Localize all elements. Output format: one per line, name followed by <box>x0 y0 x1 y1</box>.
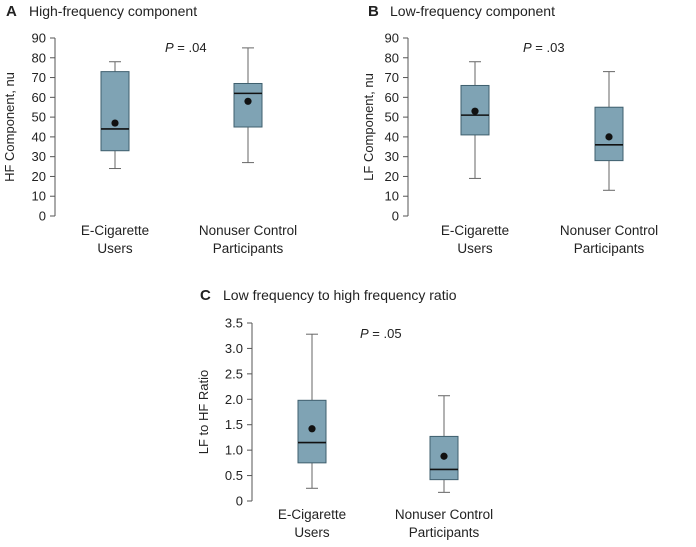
p-value-annotation: P = .04 <box>165 40 207 55</box>
p-value: = .04 <box>174 40 207 55</box>
y-tick-label: 30 <box>385 149 399 164</box>
panel-b: B Low-frequency component 0 10 20 30 40 50 60 70 8… <box>361 3 658 256</box>
y-tick-label: 10 <box>385 189 399 204</box>
mean-marker <box>605 133 613 141</box>
y-tick-label: 20 <box>385 169 399 184</box>
category-label-line1: E-Cigarette <box>278 507 346 522</box>
y-tick-label: 60 <box>32 90 46 105</box>
y-tick-label: 0.5 <box>225 468 243 483</box>
y-tick-label: 1.5 <box>225 417 243 432</box>
y-tick-label: 40 <box>385 129 399 144</box>
panel-c: C Low frequency to high frequency ratio 0 0… <box>196 287 493 540</box>
y-tick-label: 10 <box>32 189 46 204</box>
y-axis-label: LF to HF Ratio <box>196 370 211 455</box>
y-tick-label: 50 <box>385 110 399 125</box>
category-label-line2: Users <box>294 525 330 540</box>
p-symbol: P <box>165 40 174 55</box>
panel-letter: A <box>6 3 17 20</box>
p-value-annotation: P = .03 <box>523 40 565 55</box>
y-tick-label: 1.0 <box>225 443 243 458</box>
y-tick-label: 70 <box>32 70 46 85</box>
iqr-box <box>233 82 263 128</box>
category-label-line2: Participants <box>213 241 284 256</box>
y-axis-label: LF Component, nu <box>361 73 376 181</box>
category-label-line2: Participants <box>409 525 480 540</box>
y-tick-label: 0 <box>39 209 46 224</box>
category-label-line2: Users <box>457 241 493 256</box>
panel-letter: B <box>368 3 379 20</box>
p-symbol: P <box>523 40 532 55</box>
y-tick-label: 80 <box>32 50 46 65</box>
y-tick-label: 2.5 <box>225 366 243 381</box>
y-tick-label: 50 <box>32 110 46 125</box>
category-label-line2: Participants <box>574 241 645 256</box>
y-tick-label: 0 <box>236 494 243 509</box>
mean-marker <box>471 107 479 115</box>
y-tick-label: 90 <box>385 31 399 46</box>
category-label-line1: E-Cigarette <box>441 223 509 238</box>
panel-title: Low-frequency component <box>390 3 555 19</box>
mean-marker <box>111 119 119 127</box>
y-tick-label: 60 <box>385 90 399 105</box>
iqr-box <box>100 71 130 152</box>
y-tick-label: 30 <box>32 149 46 164</box>
category-label-line2: Users <box>97 241 133 256</box>
panel-title: Low frequency to high frequency ratio <box>223 287 457 303</box>
p-value-annotation: P = .05 <box>360 326 402 341</box>
p-value: = .05 <box>369 326 402 341</box>
y-tick-label: 3.5 <box>225 316 243 331</box>
category-label-line1: Nonuser Control <box>395 507 493 522</box>
panel-title: High-frequency component <box>29 3 197 19</box>
y-tick-label: 3.0 <box>225 341 243 356</box>
mean-marker <box>308 425 316 433</box>
y-tick-label: 80 <box>385 50 399 65</box>
category-label-line1: Nonuser Control <box>560 223 658 238</box>
y-tick-label: 2.0 <box>225 392 243 407</box>
y-tick-label: 90 <box>32 31 46 46</box>
y-tick-label: 0 <box>392 209 399 224</box>
mean-marker <box>440 452 448 460</box>
mean-marker <box>244 97 252 105</box>
y-tick-label: 70 <box>385 70 399 85</box>
panel-a: A High-frequency component 0 10 20 30 40 50 60 70… <box>2 3 297 256</box>
category-label-line1: E-Cigarette <box>81 223 149 238</box>
p-symbol: P <box>360 326 369 341</box>
y-axis-label: HF Component, nu <box>2 72 17 182</box>
category-label-line1: Nonuser Control <box>199 223 297 238</box>
y-tick-label: 20 <box>32 169 46 184</box>
panel-letter: C <box>200 287 211 304</box>
p-value: = .03 <box>532 40 565 55</box>
y-tick-label: 40 <box>32 129 46 144</box>
